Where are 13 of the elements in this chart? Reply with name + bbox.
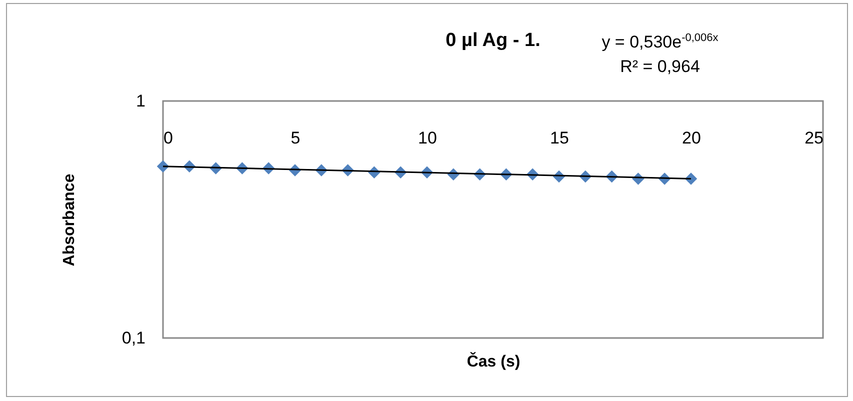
x-tick-label: 25 [804,128,824,148]
x-tick-label: 0 [164,128,173,148]
x-tick-label: 10 [418,128,437,148]
x-axis-title: Čas (s) [466,352,520,370]
text: R² = 0,964 [619,56,701,78]
chart-title: 0 µl Ag - 1. [446,30,540,51]
text: y = 0,530e$^{-0,006x}$ [600,31,720,54]
y-tick-label: 0,1 [122,328,146,348]
y-tick-label: 1 [136,92,146,110]
y-axis-title: Absorbance [60,174,78,266]
x-tick-label: 20 [682,128,701,148]
x-tick-label: 5 [290,128,300,148]
x-tick-label: 15 [550,128,569,148]
